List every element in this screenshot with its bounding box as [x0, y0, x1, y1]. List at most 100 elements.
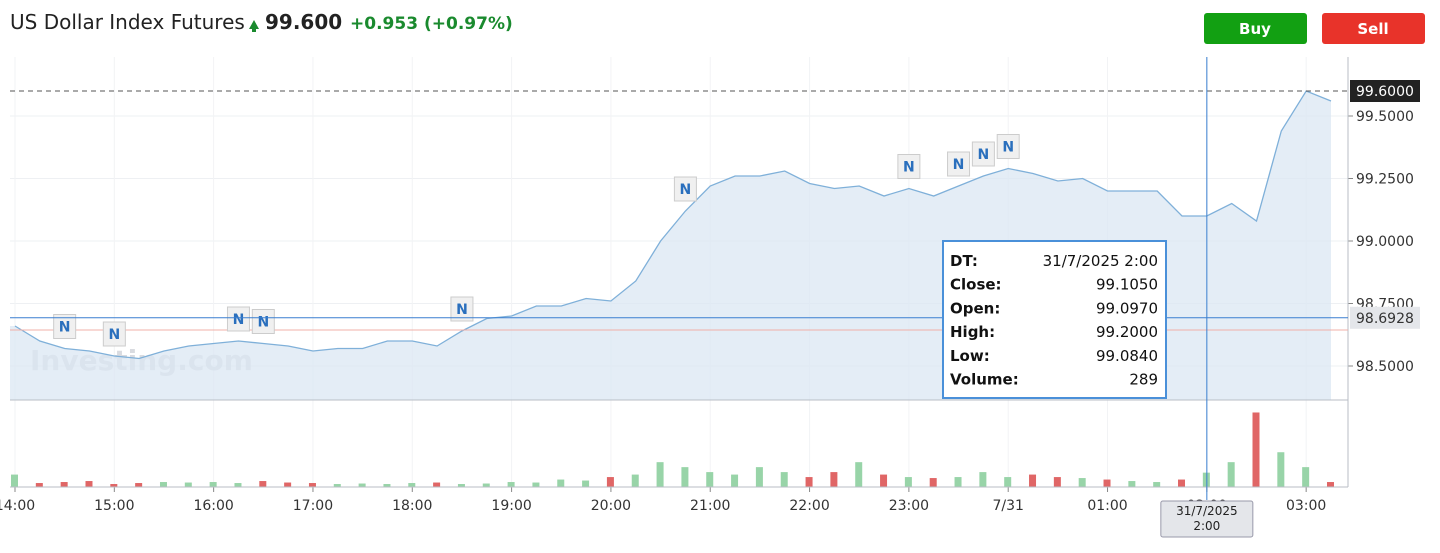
volume-bar [681, 467, 689, 487]
volume-bar [135, 483, 143, 487]
volume-bar [110, 484, 118, 487]
up-arrow [249, 20, 259, 32]
last-price-label: 99.6000 [1356, 84, 1414, 100]
volume-bar [284, 482, 292, 487]
volume-bar [433, 482, 441, 487]
news-marker [102, 321, 126, 347]
volume-bar [209, 482, 217, 487]
volume-bar [805, 477, 813, 487]
volume-bar [830, 472, 838, 487]
volume-bar [333, 484, 341, 487]
x-tick-label: 20:00 [591, 498, 631, 514]
volume-bar [11, 474, 18, 487]
x-tick-label: 23:00 [889, 498, 929, 514]
tooltip-key: DT: [950, 252, 978, 270]
volume-bar [606, 477, 614, 487]
news-marker [947, 151, 971, 177]
x-tick-label: 01:00 [1087, 498, 1127, 514]
volume-bar [1029, 474, 1037, 487]
volume-bar [904, 477, 912, 487]
news-label: N [680, 182, 692, 198]
change: +0.953 [350, 14, 418, 34]
x-tick-label: 03:00 [1286, 498, 1326, 514]
news-label: N [257, 315, 269, 331]
crosshair-x-label: 2:00 [1193, 519, 1220, 533]
volume-bar [35, 483, 43, 487]
tooltip-value: 99.0970 [1096, 299, 1158, 317]
volume-bar [1128, 481, 1136, 487]
volume-bar [532, 482, 540, 487]
volume-bar [383, 484, 391, 487]
volume-bar [1326, 482, 1334, 487]
news-label: N [903, 160, 915, 176]
tooltip-key: Open: [950, 299, 1000, 317]
crosshair-x-box [1160, 500, 1254, 538]
price-line [14, 90, 1332, 360]
crosshair-y-label: 98.6928 [1356, 311, 1414, 327]
change-pct: (+0.97%) [424, 14, 513, 34]
tooltip-value: 99.0840 [1096, 347, 1158, 365]
volume-bar [929, 478, 937, 487]
volume-bar [656, 462, 664, 487]
volume-bar [159, 482, 167, 487]
title: US Dollar Index Futures [10, 10, 245, 34]
volume-bar [954, 477, 962, 487]
volume-bar [631, 474, 639, 487]
volume-bar [755, 467, 763, 487]
volume-bar [1053, 477, 1061, 487]
y-tick-label: 99.0000 [1356, 234, 1414, 250]
y-tick-label: 98.5000 [1356, 359, 1414, 375]
sell-label[interactable]: Sell [1357, 20, 1388, 38]
tooltip-value: 99.2000 [1096, 323, 1158, 341]
buy-button[interactable] [1204, 13, 1307, 44]
x-tick-label: 16:00 [193, 498, 233, 514]
volume-bar [731, 474, 739, 487]
volume-bar [507, 482, 515, 487]
tooltip-value: 31/7/2025 2:00 [1043, 252, 1158, 270]
volume-bar [234, 483, 242, 487]
sell-button[interactable] [1322, 13, 1425, 44]
volume-bar [408, 483, 416, 487]
volume-bar [979, 472, 987, 487]
volume-bar [1103, 479, 1111, 487]
volume-bar [1078, 478, 1086, 487]
tooltip-key: Volume: [950, 371, 1019, 389]
news-label: N [978, 147, 990, 163]
volume-bar [1302, 467, 1310, 487]
tooltip [942, 240, 1167, 399]
x-tick-label: 21:00 [690, 498, 730, 514]
news-marker [673, 176, 697, 202]
volume-bar [358, 483, 366, 487]
x-tick-label: 22:00 [789, 498, 829, 514]
crosshair-x-label: 31/7/2025 [1176, 504, 1238, 518]
news-label: N [59, 320, 71, 336]
x-tick-label: 7/31 [992, 498, 1023, 514]
price: 99.600 [265, 10, 342, 34]
buy-label[interactable]: Buy [1239, 20, 1271, 38]
x-tick-label: 14:00 [0, 498, 35, 514]
news-label: N [108, 327, 120, 343]
tooltip-key: Low: [950, 347, 990, 365]
news-marker [226, 306, 250, 332]
volume-bar [1277, 452, 1285, 487]
volume-bar [1227, 462, 1235, 487]
news-marker [996, 134, 1020, 159]
volume-bar [85, 481, 93, 487]
x-tick-label: 15:00 [94, 498, 134, 514]
news-marker [971, 141, 995, 167]
volume-bar [457, 484, 465, 487]
last-price-box [1350, 80, 1420, 102]
volume-bar [780, 472, 788, 487]
x-tick-label: 18:00 [392, 498, 432, 514]
x-tick-label: 19:00 [491, 498, 531, 514]
news-marker [251, 309, 275, 334]
tooltip-value: 99.1050 [1096, 276, 1158, 294]
volume-bar [1178, 479, 1186, 487]
tooltip-value: 289 [1129, 371, 1158, 389]
y-tick-label: 99.2500 [1356, 172, 1414, 188]
volume-bar [557, 479, 565, 487]
volume-bar [482, 483, 490, 487]
volume-bar [855, 462, 863, 487]
volume-bar [582, 480, 590, 487]
